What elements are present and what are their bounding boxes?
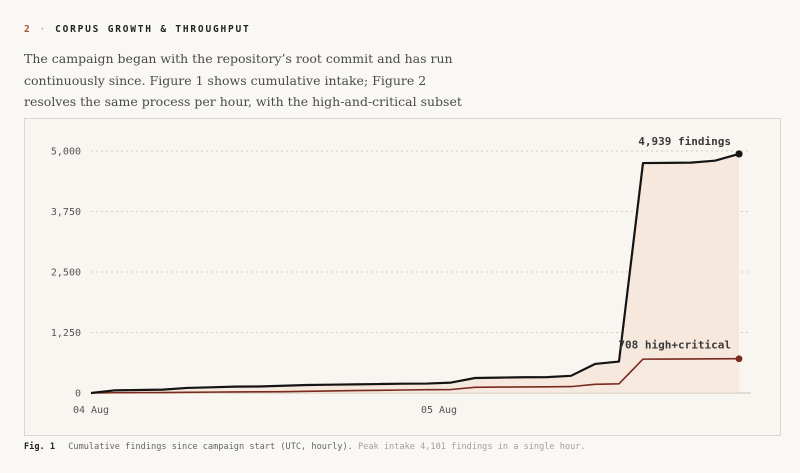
section-number: 2 (24, 24, 32, 35)
y-tick-label: 1,250 (51, 328, 81, 339)
separator-dot-icon: · (39, 24, 48, 35)
y-tick-label: 5,000 (51, 147, 81, 158)
cumulative-findings-chart: 0 1,250 2,500 3,750 5,000 04 Aug 05 Aug 4,939 f… (51, 135, 751, 416)
high-critical-end-marker (735, 355, 743, 363)
figure-caption-text: Cumulative findings since campaign start… (68, 442, 353, 452)
total-findings-end-marker (735, 150, 743, 158)
chart-panel: 0 1,250 2,500 3,750 5,000 04 Aug 05 Aug 4,939 f… (24, 118, 781, 436)
y-tick-label: 0 (75, 389, 81, 400)
y-tick-label: 3,750 (51, 207, 81, 218)
high-critical-series-line (90, 357, 740, 394)
high-critical-end-label: 708 high+critical (618, 339, 731, 352)
x-tick-label: 04 Aug (73, 405, 109, 416)
figure-caption: Fig. 1 Cumulative findings since campaig… (24, 442, 586, 452)
total-findings-series-line (90, 152, 740, 395)
figure-caption-note: Peak intake 4,101 findings in a single h… (358, 442, 586, 452)
section-title: CORPUS GROWTH & THROUGHPUT (55, 24, 251, 35)
cumulative-area-fill (91, 153, 739, 393)
y-tick-label: 2,500 (51, 268, 81, 279)
figure-label: Fig. 1 (24, 442, 56, 452)
section-heading: 2 · CORPUS GROWTH & THROUGHPUT (24, 24, 251, 35)
x-tick-label: 05 Aug (421, 405, 457, 416)
total-findings-end-label: 4,939 findings (638, 135, 731, 148)
subset-area-fill (91, 358, 739, 393)
